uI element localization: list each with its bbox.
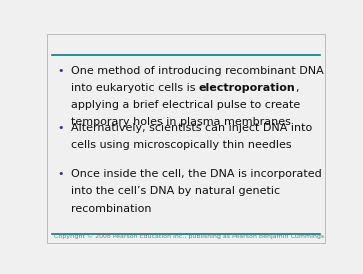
Text: into the cell’s DNA by natural genetic: into the cell’s DNA by natural genetic <box>71 186 280 196</box>
Text: cells using microscopically thin needles: cells using microscopically thin needles <box>71 140 291 150</box>
Text: electroporation: electroporation <box>199 83 295 93</box>
Text: •: • <box>58 65 64 76</box>
Text: Alternatively, scientists can inject DNA into: Alternatively, scientists can inject DNA… <box>71 122 312 133</box>
Text: One method of introducing recombinant DNA: One method of introducing recombinant DN… <box>71 65 323 76</box>
Text: •: • <box>58 122 64 133</box>
Text: into eukaryotic cells is: into eukaryotic cells is <box>71 83 199 93</box>
Text: Once inside the cell, the DNA is incorporated: Once inside the cell, the DNA is incorpo… <box>71 169 322 179</box>
Text: Copyright © 2008 Pearson Education Inc., publishing as Pearson Benjamin Cummings: Copyright © 2008 Pearson Education Inc.,… <box>54 233 324 239</box>
Text: ,: , <box>295 83 299 93</box>
Text: temporary holes in plasma membranes: temporary holes in plasma membranes <box>71 118 290 127</box>
Text: recombination: recombination <box>71 204 151 213</box>
Text: applying a brief electrical pulse to create: applying a brief electrical pulse to cre… <box>71 100 300 110</box>
FancyBboxPatch shape <box>47 34 325 243</box>
Text: •: • <box>58 169 64 179</box>
